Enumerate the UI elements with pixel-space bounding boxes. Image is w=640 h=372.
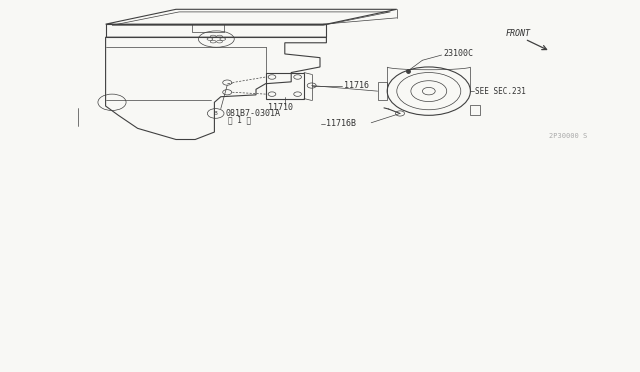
Text: SEE SEC.231: SEE SEC.231 <box>475 87 525 96</box>
Text: B: B <box>214 111 218 116</box>
Text: 2P30000 S: 2P30000 S <box>549 133 588 139</box>
Text: 11710: 11710 <box>268 103 292 112</box>
Text: 〈 1 〉: 〈 1 〉 <box>228 116 251 125</box>
Text: 11716: 11716 <box>344 81 369 90</box>
Text: FRONT: FRONT <box>506 29 531 38</box>
Text: 11716B: 11716B <box>326 119 356 128</box>
Text: 081B7-0301A: 081B7-0301A <box>226 109 281 118</box>
Text: 23100C: 23100C <box>444 49 474 58</box>
